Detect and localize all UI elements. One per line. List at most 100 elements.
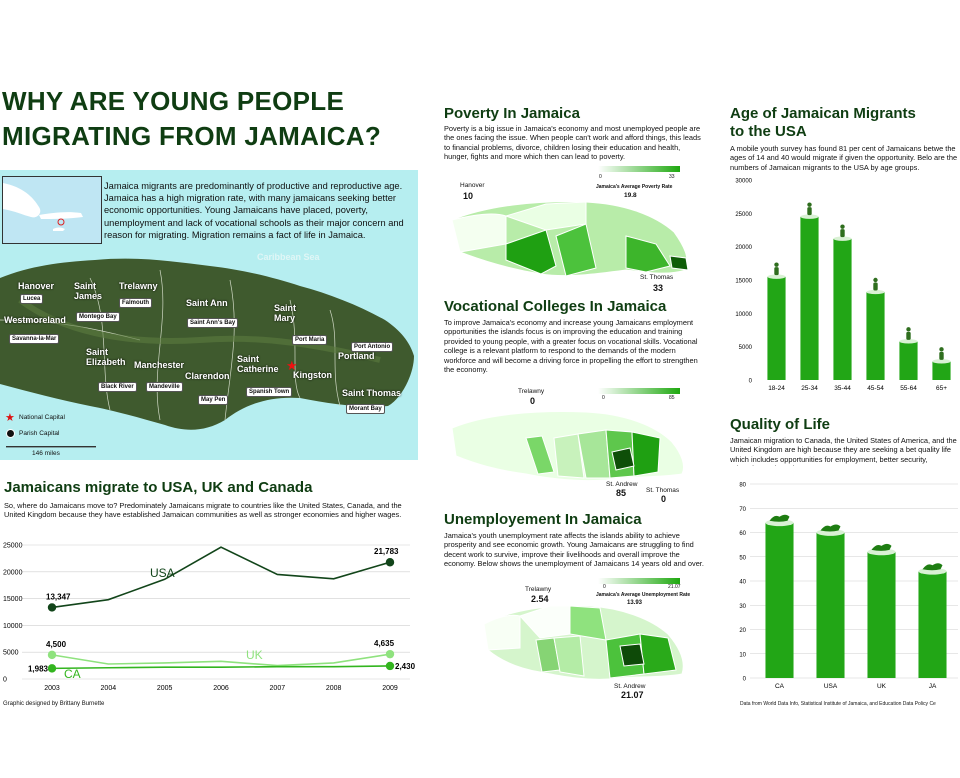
y-tick-label: 30000 <box>735 179 752 185</box>
age-text: A mobile youth survey has found 81 per c… <box>730 144 958 172</box>
poverty-low-value: 10 <box>463 191 474 201</box>
y-tick-label: 20000 <box>3 569 23 576</box>
vocational-high-name: St. Andrew <box>606 481 638 488</box>
bar-top <box>899 339 918 344</box>
town-label: Port Maria <box>292 335 328 345</box>
y-tick-label: 15000 <box>735 279 752 285</box>
data-label: 1,983 <box>28 664 49 673</box>
bar <box>767 276 786 380</box>
parish-label: Saint Catherine <box>237 354 279 374</box>
parish-label: Trelawny <box>119 281 158 291</box>
bar-top <box>932 359 951 364</box>
person-icon <box>873 277 878 283</box>
design-credit: Graphic designed by Brittany Burnette <box>3 701 105 707</box>
poverty-heading: Poverty In Jamaica <box>444 105 580 122</box>
town-label: Montego Bay <box>76 312 120 322</box>
data-label: 4,635 <box>374 639 395 648</box>
y-tick-label: 10000 <box>3 623 23 630</box>
bar-top <box>800 214 819 219</box>
bar <box>866 292 885 380</box>
x-tick-label: 2003 <box>44 685 60 692</box>
bar <box>899 341 918 380</box>
data-point <box>385 558 395 567</box>
person-icon <box>906 327 911 332</box>
x-tick-label: 55-64 <box>900 385 917 392</box>
y-tick-label: 5000 <box>3 650 19 657</box>
legend-national-capital: National Capital <box>19 414 65 421</box>
parish-label: Clarendon <box>185 371 230 381</box>
map-intro-text: Jamaica migrants are predominantly of pr… <box>104 181 404 240</box>
poverty-scale-max: 33 <box>669 174 675 180</box>
bar <box>800 216 819 380</box>
parish-label: Saint Ann <box>186 298 228 308</box>
person-icon <box>774 267 779 276</box>
poverty-scale-min: 0 <box>599 174 602 180</box>
bar <box>833 238 852 380</box>
poverty-high-value: 33 <box>653 283 664 293</box>
quality-bar-chart: 0 10 20 30 40 50 60 70 80 CA USA UK JA <box>739 483 958 690</box>
town-label: Lucea <box>20 294 44 304</box>
national-capital-star-icon: ★ <box>286 358 298 373</box>
vocational-high-value: 85 <box>616 488 627 498</box>
vocational-other-name: St. Thomas <box>646 487 680 494</box>
y-tick-label: 0 <box>749 379 753 385</box>
y-tick-label: 0 <box>743 677 747 683</box>
person-icon <box>840 229 845 238</box>
y-tick-label: 70 <box>739 507 746 513</box>
data-point <box>385 661 395 671</box>
town-label: May Pen <box>198 395 229 405</box>
bar <box>816 532 845 678</box>
vocational-heading: Vocational Colleges In Jamaica <box>444 298 667 315</box>
y-tick-label: 10 <box>739 652 746 658</box>
vocational-map <box>451 411 685 482</box>
parish-label: Saint Elizabeth <box>86 347 126 367</box>
x-tick-label: UK <box>877 683 887 690</box>
y-tick-label: 25000 <box>3 543 23 550</box>
poverty-scale-label: Jamaica's Average Poverty Rate <box>596 184 673 190</box>
parish-label: Saint Mary <box>274 303 297 323</box>
vocational-scale-max: 85 <box>669 395 675 401</box>
bar <box>918 571 947 678</box>
poverty-low-name: Hanover <box>460 182 485 189</box>
data-label: 4,500 <box>46 640 67 649</box>
page-title: WHY ARE YOUNG PEOPLE MIGRATING FROM JAMA… <box>2 86 382 151</box>
series-name-label: UK <box>246 648 263 662</box>
parish-label: Manchester <box>134 360 185 370</box>
poverty-high-name: St. Thomas <box>640 274 674 281</box>
vocational-scale-bar <box>598 388 680 394</box>
town-label: Black River <box>98 382 137 392</box>
y-tick-label: 20 <box>739 628 746 634</box>
series-line-usa <box>51 546 391 609</box>
y-tick-label: 0 <box>3 677 7 684</box>
legend-parish-capital: Parish Capital <box>19 430 60 437</box>
unemployment-scale-avg: 13.93 <box>627 600 643 606</box>
person-icon <box>873 282 878 291</box>
parish-label: Westmoreland <box>4 315 66 325</box>
poverty-map <box>451 201 689 277</box>
x-tick-label: 45-54 <box>867 385 884 392</box>
y-tick-label: 15000 <box>3 596 23 603</box>
vocational-low-value: 0 <box>530 396 536 406</box>
bar-top <box>767 274 786 279</box>
data-point <box>47 650 57 660</box>
x-tick-label: USA <box>824 683 838 690</box>
series-line-ca <box>51 665 391 670</box>
y-tick-label: 5000 <box>739 345 753 351</box>
y-tick-label: 25000 <box>735 212 752 218</box>
y-tick-label: 30 <box>739 604 746 610</box>
bar <box>867 551 896 678</box>
unemployment-scale-label: Jamaica's Average Unemployment Rate <box>596 592 691 598</box>
poverty-text: Poverty is a big issue in Jamaica's econ… <box>444 124 701 162</box>
migration-text: So, where do Jamaicans move to? Predomin… <box>4 501 402 520</box>
person-icon <box>939 351 944 360</box>
data-point <box>47 603 57 612</box>
person-icon <box>807 207 812 216</box>
data-label: 21,783 <box>374 547 399 556</box>
data-source-credit: Data from World Data Info, Statistical I… <box>740 701 936 707</box>
person-icon <box>840 224 845 229</box>
parish-label: Saint James <box>74 281 103 301</box>
unemployment-text: Jamaica's youth unemployment rate affect… <box>444 531 704 569</box>
town-label: Spanish Town <box>246 387 293 397</box>
poverty-scale-avg: 19.8 <box>624 192 637 199</box>
town-label: Morant Bay <box>346 404 385 414</box>
